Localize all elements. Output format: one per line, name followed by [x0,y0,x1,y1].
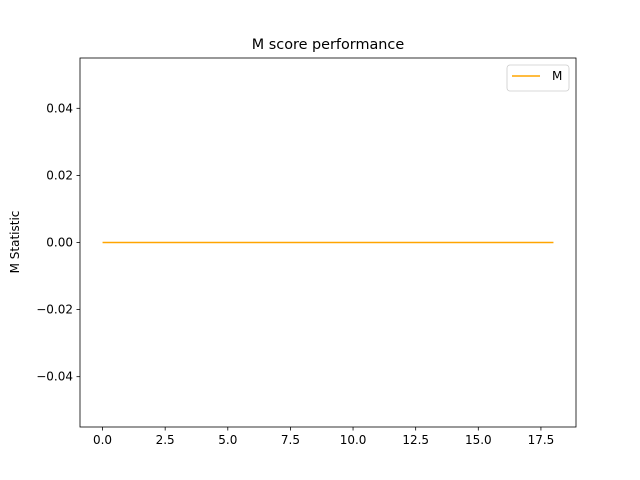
x-tick-label: 7.5 [281,433,300,447]
x-tick-label: 17.5 [528,433,555,447]
y-tick-label: −0.02 [36,303,73,317]
x-tick-label: 15.0 [465,433,492,447]
x-tick-label: 10.0 [340,433,367,447]
y-tick-label: 0.04 [46,101,73,115]
x-tick-label: 2.5 [156,433,175,447]
chart-title: M score performance [252,37,405,53]
x-tick-label: 5.0 [218,433,237,447]
x-tick-label: 12.5 [402,433,429,447]
legend: M [506,64,570,92]
x-tick-label: 0.0 [93,433,112,447]
y-axis-label: M Statistic [8,211,22,274]
y-tick-label: −0.04 [36,370,73,384]
y-axis-ticks: −0.04 −0.02 0.00 0.02 0.04 [36,101,80,384]
y-tick-label: 0.02 [46,168,73,182]
x-axis-ticks: 0.0 2.5 5.0 7.5 10.0 12.5 15.0 17.5 [93,427,554,447]
y-tick-label: 0.00 [46,236,73,250]
legend-box [506,64,570,92]
legend-label-m: M [552,69,562,83]
